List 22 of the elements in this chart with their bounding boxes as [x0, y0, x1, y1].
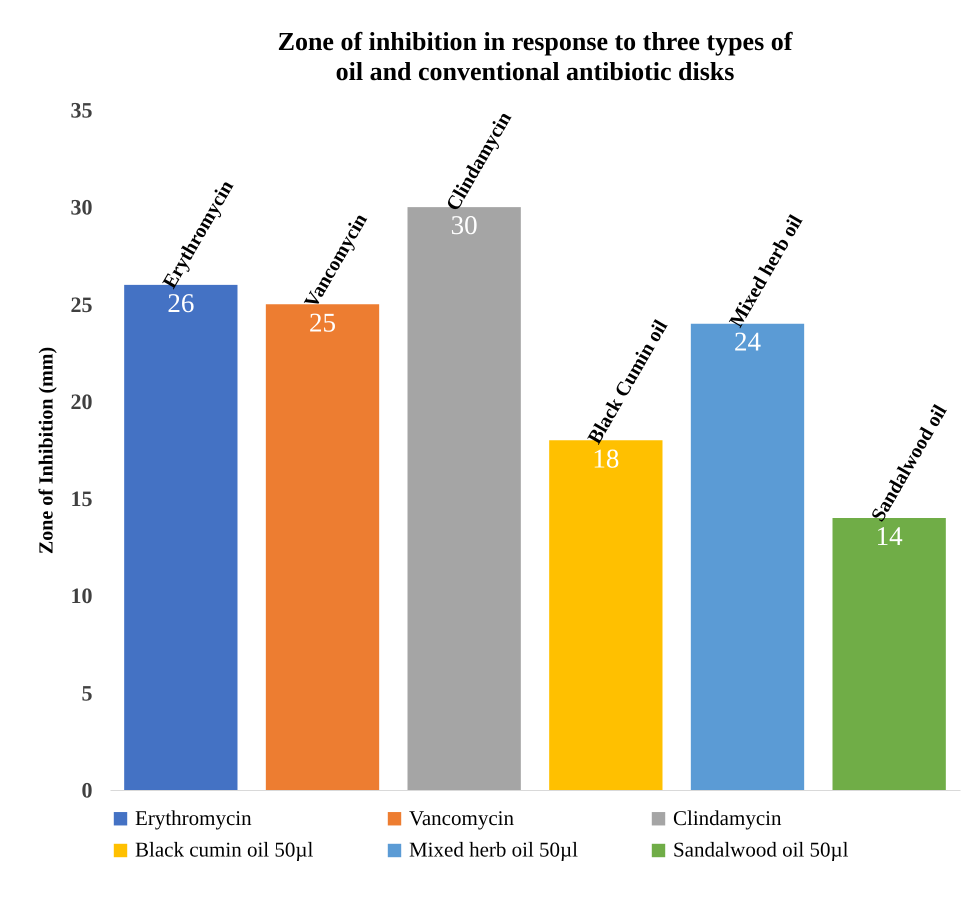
legend-label: Erythromycin — [135, 806, 252, 830]
y-tick-label: 5 — [82, 680, 92, 706]
data-label: 30 — [450, 210, 478, 240]
data-label: 18 — [592, 443, 620, 474]
y-tick-label: 30 — [70, 194, 92, 220]
legend-label: Sandalwood oil 50µl — [673, 838, 849, 862]
y-tick-label: 20 — [70, 388, 92, 414]
data-label: 24 — [734, 326, 762, 357]
chart-title: Zone of inhibition in response to three types of oil and conventional antibiotic disks — [278, 27, 793, 86]
data-label: 25 — [309, 307, 336, 338]
y-tick-label: 10 — [70, 583, 92, 608]
y-tick-label: 15 — [70, 486, 92, 512]
y-tick-label: 0 — [82, 778, 92, 802]
legend-label: Clindamycin — [673, 806, 782, 830]
y-tick-label: 35 — [70, 98, 92, 122]
legend-label: Vancomycin — [409, 806, 514, 830]
data-label: 14 — [876, 521, 904, 551]
legend-label: Black cumin oil 50µl — [135, 838, 314, 862]
data-label: 26 — [167, 288, 194, 318]
y-tick-label: 25 — [70, 292, 92, 317]
y-axis-title: Zone of Inhibition (mm) — [36, 346, 58, 554]
legend-label: Mixed herb oil 50µl — [409, 838, 578, 862]
